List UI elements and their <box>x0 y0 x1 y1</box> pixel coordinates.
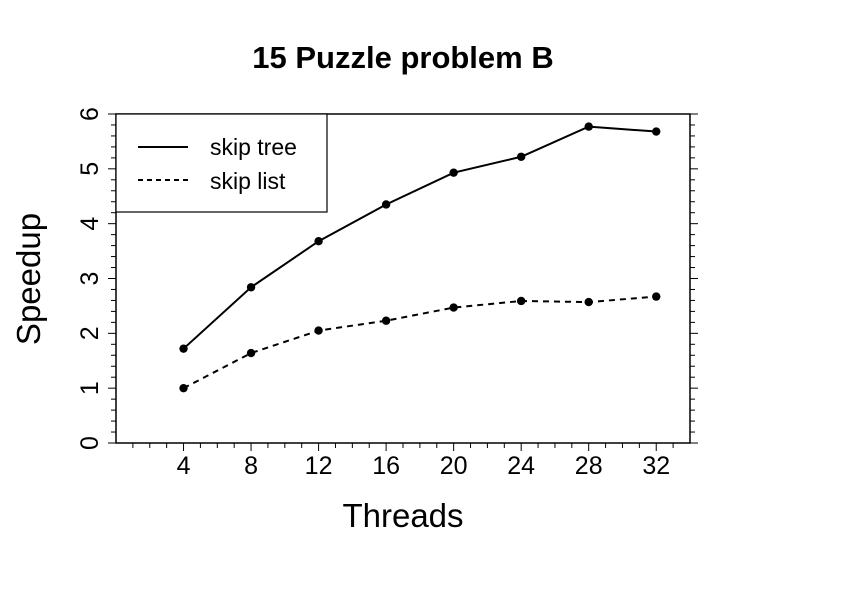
data-point-skip-list <box>314 326 323 335</box>
x-tick-label: 4 <box>177 452 191 480</box>
data-point-skip-list <box>179 383 188 393</box>
data-point-skip-tree <box>246 283 256 292</box>
data-point-skip-list <box>246 348 256 358</box>
x-axis: 4 8 12 16 20 24 28 32 <box>132 443 674 480</box>
y-tick-label: 1 <box>76 381 104 395</box>
x-tick-label: 24 <box>507 452 535 480</box>
x-tick-label: 28 <box>575 452 603 480</box>
series-line-skip-list <box>183 295 657 390</box>
legend: skip tree skip list <box>115 113 328 213</box>
series-line-skip-tree <box>182 125 657 350</box>
data-point-skip-list <box>584 297 593 307</box>
data-point-skip-list <box>652 292 661 301</box>
y-tick-label: 0 <box>76 436 104 450</box>
data-point-skip-list <box>516 296 526 306</box>
y-tick-label: 6 <box>76 107 104 121</box>
data-point-skip-tree <box>516 152 526 161</box>
data-point-skip-tree <box>381 200 391 209</box>
x-tick-label: 32 <box>642 452 670 480</box>
y-axis: 0 1 2 3 4 5 6 <box>76 107 698 450</box>
legend-box <box>115 113 328 213</box>
data-point-skip-tree <box>449 168 458 177</box>
legend-label-skip-tree: skip tree <box>210 134 297 160</box>
x-tick-label: 12 <box>305 452 333 480</box>
data-point-skip-list <box>381 316 391 325</box>
x-tick-label: 8 <box>244 452 258 480</box>
series-layer <box>179 122 661 393</box>
y-tick-label: 3 <box>76 272 104 286</box>
y-tick-label: 5 <box>76 162 104 176</box>
chart-title: 15 Puzzle problem B <box>252 40 553 75</box>
data-point-skip-tree <box>652 127 661 136</box>
legend-label-skip-list: skip list <box>210 168 286 194</box>
data-point-skip-list <box>449 303 458 312</box>
data-point-skip-tree <box>314 237 323 246</box>
data-point-skip-tree <box>179 344 188 353</box>
y-tick-label: 4 <box>76 217 104 231</box>
y-axis-label: Speedup <box>10 213 47 345</box>
x-axis-label: Threads <box>342 497 463 534</box>
x-tick-label: 20 <box>440 452 468 480</box>
x-tick-label: 16 <box>372 452 400 480</box>
data-point-skip-tree <box>584 122 593 131</box>
y-tick-label: 2 <box>76 326 104 340</box>
